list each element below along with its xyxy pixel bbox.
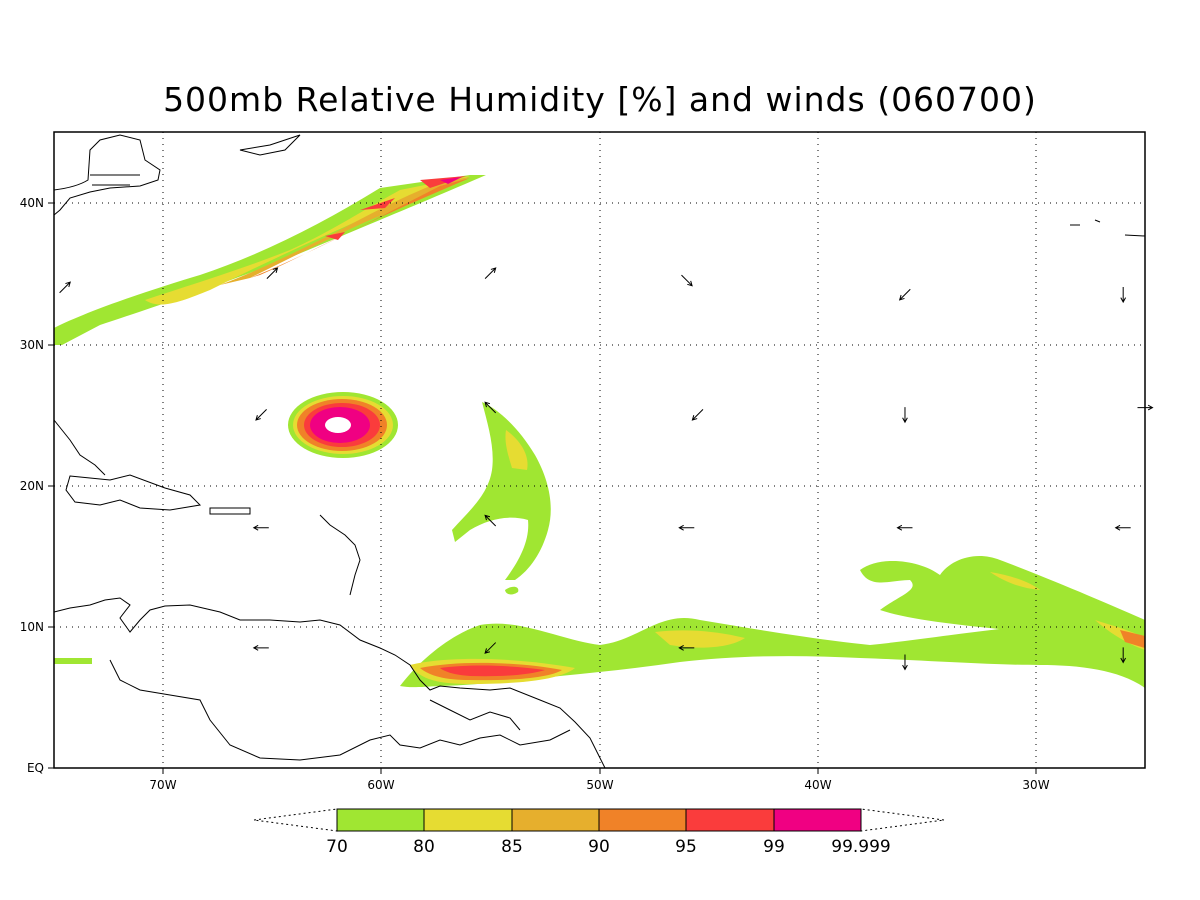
wind-arrow: [896, 524, 913, 531]
wind-arrow: [678, 645, 695, 651]
wind-arrow: [1120, 647, 1127, 664]
north-america-coast: [54, 134, 161, 216]
tick-marks: [48, 202, 1037, 774]
wind-arrow: [1114, 524, 1131, 531]
colorbar-swatch-90-95: [598, 808, 687, 832]
humidity-shading: [54, 175, 1145, 688]
lat-axis-labels: EQ 10N 20N 30N 40N: [20, 196, 44, 775]
lon-label-40w: 40W: [804, 778, 831, 792]
hurricane-ring: [288, 392, 398, 458]
map-title: 500mb Relative Humidity [%] and winds (0…: [163, 80, 1037, 119]
colorbar-label-80: 80: [413, 837, 435, 857]
colorbar-extend-high: [860, 808, 945, 832]
wind-arrow: [266, 267, 279, 279]
lon-axis-labels: 70W 60W 50W 40W 30W: [149, 778, 1049, 792]
colorbar-label-99: 99: [763, 837, 785, 857]
colorbar-extend-low: [253, 808, 338, 832]
nova-scotia-coast: [239, 134, 301, 156]
wind-arrow: [678, 524, 695, 531]
puerto-rico-coast: [209, 507, 251, 515]
wind-arrow: [484, 401, 497, 414]
wind-arrow: [484, 514, 497, 527]
wind-arrow: [252, 645, 269, 651]
hispaniola-cuba-coast: [65, 474, 202, 511]
colorbar-label-70: 70: [326, 837, 348, 857]
lon-label-50w: 50W: [586, 778, 613, 792]
wind-arrow: [59, 281, 71, 294]
colorbar: 70 80 85 90 95 99 99.999: [253, 808, 945, 857]
wind-arrow: [691, 409, 704, 421]
us-state-lines: [90, 174, 140, 186]
colorbar-label-95: 95: [675, 837, 697, 857]
coastlines: [54, 134, 1145, 768]
guiana-borders: [429, 699, 521, 731]
northern-jet-band: [54, 175, 486, 345]
lat-label-30n: 30N: [20, 338, 44, 352]
wind-arrow: [902, 407, 908, 424]
colorbar-swatch-70-80: [336, 808, 425, 832]
colorbar-label-99999: 99.999: [831, 837, 890, 857]
wind-arrow: [255, 409, 267, 421]
colorbar-swatch-85-90: [511, 808, 600, 832]
tropical-plume: [452, 402, 551, 595]
lon-label-30w: 30W: [1022, 778, 1049, 792]
wind-arrow: [252, 524, 269, 531]
colorbar-label-90: 90: [588, 837, 610, 857]
lat-label-20n: 20N: [20, 479, 44, 493]
wind-arrow: [1120, 287, 1127, 304]
wind-arrow: [484, 642, 497, 654]
colorbar-swatch-99-100: [773, 808, 862, 832]
azores: [1070, 219, 1145, 237]
florida-coast: [54, 419, 106, 476]
lat-label-10n: 10N: [20, 620, 44, 634]
graticule: [54, 132, 1145, 768]
lon-label-60w: 60W: [367, 778, 394, 792]
wind-vectors: [59, 267, 1154, 671]
wind-arrow: [902, 654, 908, 671]
lat-label-40n: 40N: [20, 196, 44, 210]
lesser-antilles: [319, 514, 361, 596]
wind-arrow: [898, 288, 911, 301]
colorbar-label-85: 85: [501, 837, 523, 857]
wind-arrow: [681, 274, 693, 287]
interior-borders: [109, 659, 571, 761]
lat-label-eq: EQ: [27, 761, 44, 775]
south-america-north-coast: [54, 597, 606, 768]
lon-label-70w: 70W: [149, 778, 176, 792]
itcz-band: [54, 555, 1145, 688]
colorbar-swatch-80-85: [423, 808, 513, 832]
colorbar-swatch-95-99: [685, 808, 775, 832]
wind-arrow: [484, 267, 497, 279]
